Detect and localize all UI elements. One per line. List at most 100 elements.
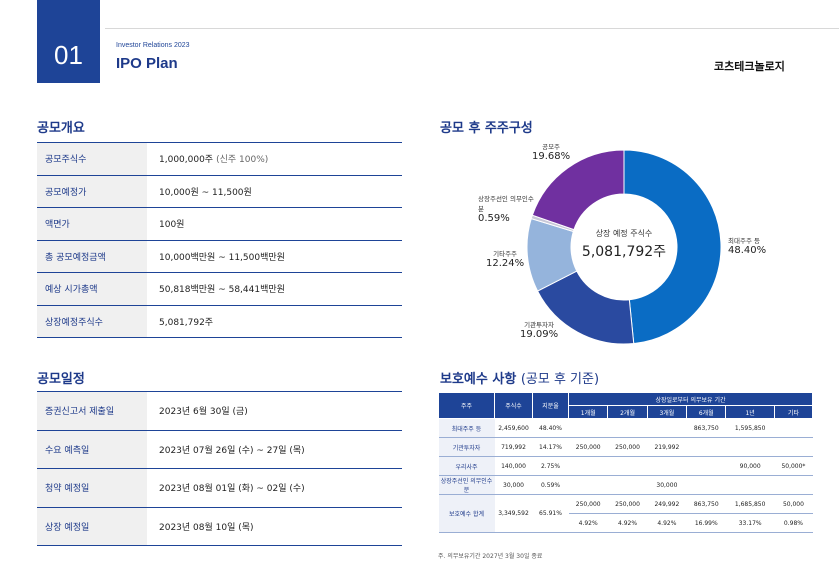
lockup-total-ratio: 65.91% <box>532 494 569 533</box>
offering-value-text: 50,818백만원 ~ 58,441백만원 <box>159 285 285 296</box>
offering-value-text: 5,081,792주 <box>159 317 214 328</box>
offering-label: 공모예정가 <box>37 175 147 207</box>
lockup-cell <box>647 456 687 476</box>
lockup-cell <box>607 475 648 495</box>
slice-pct: 19.09% <box>520 329 559 340</box>
lockup-total-pct: 0.98% <box>774 513 813 533</box>
lockup-total-pct: 33.17% <box>725 513 775 533</box>
schedule-value: 2023년 07월 26일 (수) ~ 27일 (목) <box>159 445 305 456</box>
offering-value-text: 100원 <box>159 220 185 231</box>
offering-row: 액면가 100원 <box>37 208 402 241</box>
slice-label-underwriter: 상장주선인 의무인수분 0.59% <box>478 193 538 224</box>
slice-label-largest: 최대주주 등 48.40% <box>728 235 766 256</box>
offering-value: 5,081,792주 <box>147 306 402 338</box>
lockup-cell: 219,992 <box>647 437 687 457</box>
donut-center-label: 상장 예정 주식수 <box>595 229 653 238</box>
lockup-total-cell: 863,750 <box>686 494 726 514</box>
lockup-total-cell: 1,685,850 <box>725 494 775 514</box>
lockup-cell: 863,750 <box>686 418 726 438</box>
lockup-total-pct: 4.92% <box>568 513 608 533</box>
lockup-row: 최대주주 등 2,459,600 48.40% 863,750 1,595,850 <box>438 418 813 438</box>
offering-value: 100원 <box>147 208 402 240</box>
col-header-ratio: 지분율 <box>532 392 569 419</box>
lockup-cell <box>607 456 648 476</box>
offering-value: 10,000백만원 ~ 11,500백만원 <box>147 241 402 273</box>
col-header-holder: 주주 <box>438 392 495 419</box>
schedule-value: 2023년 6월 30일 (금) <box>159 407 248 418</box>
offering-label: 액면가 <box>37 208 147 240</box>
lockup-shares: 719,992 <box>494 437 533 457</box>
lockup-total-cell: 249,992 <box>647 494 687 514</box>
col-header-period: 2개월 <box>607 405 648 419</box>
slice-pct: 12.24% <box>486 258 525 269</box>
lockup-cell <box>686 437 726 457</box>
schedule-title: 공모일정 <box>37 372 85 387</box>
lockup-shares: 140,000 <box>494 456 533 476</box>
schedule-label: 상장 예정일 <box>37 507 147 545</box>
lockup-ratio: 0.59% <box>532 475 569 495</box>
offering-label: 총 공모예정금액 <box>37 240 147 272</box>
lockup-cell: 90,000 <box>725 456 775 476</box>
slice-label-other: 기타주주 12.24% <box>486 248 524 269</box>
lockup-holder: 기관투자자 <box>438 437 495 457</box>
offering-label: 예상 시가총액 <box>37 273 147 305</box>
col-header-period: 6개월 <box>686 405 727 419</box>
lockup-total-cell: 250,000 <box>568 494 608 514</box>
lockup-cell: 250,000 <box>607 437 648 457</box>
page-title: IPO Plan <box>116 55 178 72</box>
col-header-shares: 주식수 <box>494 392 533 419</box>
offering-title: 공모개요 <box>37 121 85 136</box>
lockup-cell: 250,000 <box>568 437 608 457</box>
offering-row: 공모주식수 1,000,000주 (신주 100%) <box>37 143 402 176</box>
offering-value-text: 1,000,000주 <box>159 155 214 166</box>
lockup-cell <box>774 418 813 438</box>
lockup-holder: 최대주주 등 <box>438 418 495 438</box>
col-header-period: 기타 <box>773 405 814 419</box>
donut-slice-4 <box>531 150 625 231</box>
schedule-label: 증권신고서 제출일 <box>37 392 147 430</box>
schedule-label: 수요 예측일 <box>37 430 147 468</box>
lockup-total-pct: 4.92% <box>647 513 687 533</box>
lockup-total-pct-row: 4.92% 4.92% 4.92% 16.99% 33.17% 0.98% <box>439 513 813 533</box>
offering-value-text: 10,000백만원 ~ 11,500백만원 <box>159 252 285 263</box>
slice-pct: 19.68% <box>532 151 571 162</box>
donut-center: 상장 예정 주식수 5,081,792주 <box>570 228 678 261</box>
lockup-total-shares: 3,349,592 <box>494 494 533 533</box>
lockup-cell <box>607 418 648 438</box>
lockup-cell: 30,000 <box>647 475 687 495</box>
slice-label-public: 공모주 19.68% <box>532 141 570 162</box>
lockup-row: 우리사주 140,000 2.75% 90,000 50,000* <box>438 456 813 476</box>
schedule-row: 증권신고서 제출일 2023년 6월 30일 (금) <box>37 392 402 431</box>
offering-value: 10,000원 ~ 11,500원 <box>147 176 402 208</box>
lockup-title-suffix: (공모 후 기준) <box>520 372 600 387</box>
offering-value-text: 10,000원 ~ 11,500원 <box>159 187 252 198</box>
lockup-ratio: 48.40% <box>532 418 569 438</box>
header-divider <box>105 28 839 29</box>
lockup-total-pct: 4.92% <box>607 513 648 533</box>
lockup-cell <box>774 437 813 457</box>
lockup-holder: 상장주선인 의무인수분 <box>438 475 495 495</box>
offering-value: 1,000,000주 (신주 100%) <box>147 143 402 175</box>
col-header-period: 1개월 <box>567 405 609 419</box>
lockup-shares: 30,000 <box>494 475 533 495</box>
slice-name: 기관투자자 <box>524 321 555 329</box>
lockup-holder: 우리사주 <box>438 456 495 476</box>
lockup-total-holder: 보호예수 합계 <box>438 494 495 533</box>
lockup-cell <box>568 475 608 495</box>
lockup-ratio: 2.75% <box>532 456 569 476</box>
offering-row: 총 공모예정금액 10,000백만원 ~ 11,500백만원 <box>37 240 402 273</box>
company-logo: 코츠테크놀로지 <box>714 60 785 73</box>
col-header-period-group: 상장일로부터 의무보유 기간 <box>568 392 813 406</box>
lockup-ratio: 14.17% <box>532 437 569 457</box>
slice-pct: 48.40% <box>728 245 767 256</box>
slice-name: 최대주주 등 <box>728 237 760 245</box>
chart-title: 공모 후 주주구성 <box>440 121 533 136</box>
lockup-row: 기관투자자 719,992 14.17% 250,000 250,000 219,992 <box>438 437 813 457</box>
offering-value: 50,818백만원 ~ 58,441백만원 <box>147 273 402 305</box>
donut-slice-0 <box>623 150 721 344</box>
lockup-total-row: 보호예수 합계 3,349,592 65.91% 250,000 250,000 249,… <box>438 494 813 533</box>
lockup-shares: 2,459,600 <box>494 418 533 438</box>
lockup-cell <box>568 456 608 476</box>
schedule-value: 2023년 08월 01일 (화) ~ 02일 (수) <box>159 484 305 495</box>
donut-center-value: 5,081,792주 <box>581 244 667 260</box>
